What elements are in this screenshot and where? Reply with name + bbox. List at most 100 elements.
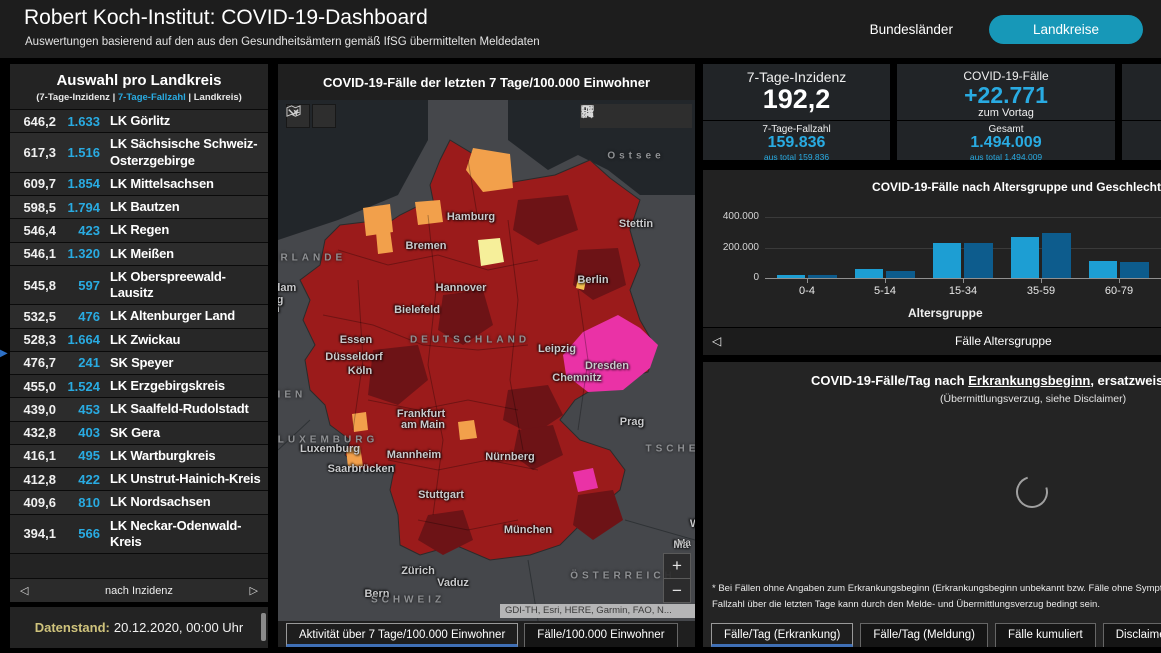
landkreis-row[interactable]: 455,0 1.524 LK Erzgebirgskreis [10,375,268,399]
landkreis-name: LK Neckar-Odenwald-Kreis [110,517,242,549]
age-chart-plot: 400.000 200.000 0 0-4 5-14 15-34 35-59 60-79 [703,170,1161,328]
daily-tab[interactable]: Fälle/Tag (Erkrankung) [711,623,854,647]
map-canvas[interactable]: Hamburg Stettin Bremen Berlin Hannover Bielef… [278,100,695,621]
landkreis-name: LK Unstrut-Hainich-Kreis [110,471,261,486]
landkreis-row[interactable]: 432,8 403 SK Gera [10,421,268,445]
landkreis-row[interactable]: 609,7 1.854 LK Mittelsachsen [10,172,268,196]
age-bar[interactable] [886,271,915,278]
landkreis-incidence: 412,8 [23,471,56,487]
panel-expander-icon[interactable]: ▶ [0,348,8,359]
pager-next-icon[interactable]: ▷ [249,585,258,597]
age-bar[interactable] [808,275,837,278]
datenstand-card: Datenstand: 20.12.2020, 00:00 Uhr [10,607,268,648]
nav-bundeslaender-button[interactable]: Bundesländer [864,21,959,38]
age-bar[interactable] [1089,261,1117,278]
age-bar[interactable] [777,275,805,278]
erkrankungsbeginn-link[interactable]: Erkrankungsbeginn [968,373,1091,388]
y-tick-label: 400.000 [722,211,759,222]
landkreis-row[interactable]: 528,3 1.664 LK Zwickau [10,328,268,352]
landkreis-incidence: 416,1 [23,448,56,464]
map-tab[interactable]: Fälle/100.000 Einwohner [524,623,678,647]
landkreis-row[interactable]: 416,1 495 LK Wartburgkreis [10,444,268,468]
landkreis-row[interactable]: 545,8 597 LK Oberspreewald-Lausitz [10,265,268,306]
landkreis-cases: 1.794 [67,199,100,215]
legend-prefix: (7-Tage-Inzidenz | [36,92,118,103]
loading-spinner [1010,470,1054,514]
landkreis-name: LK Nordsachsen [110,494,211,510]
landkreis-incidence: 545,8 [23,277,56,293]
landkreis-name: LK Saalfeld-Rudolstadt [110,401,249,417]
landkreis-incidence: 439,0 [23,401,56,417]
pager-prev-icon[interactable]: ◁ [20,585,29,597]
landkreis-row[interactable]: 546,1 1.320 LK Meißen [10,242,268,266]
scrollbar-thumb[interactable] [261,613,266,641]
chevron-down-icon[interactable] [288,104,336,128]
landkreis-name: LK Oberspreewald-Lausitz [110,268,226,300]
landkreis-row[interactable]: 617,3 1.516 LK Sächsische Schweiz-Osterzge… [10,133,268,173]
map-toolbar-right [580,104,692,128]
landkreis-incidence: 476,7 [23,355,56,371]
disclaimer-line-2: Fallzahl über die letzten Tage kann durc… [712,599,1100,610]
zoom-out-button[interactable]: − [664,578,690,603]
zoom-in-button[interactable]: + [672,556,682,575]
age-bar[interactable] [1042,233,1071,278]
landkreis-cases: 403 [78,425,100,441]
layer-map-icon[interactable] [286,104,310,128]
landkreis-row[interactable]: 394,1 566 LK Neckar-Odenwald-Kreis [10,514,268,554]
landkreis-incidence: 546,4 [23,222,56,238]
landkreis-row[interactable]: 646,2 1.633 LK Görlitz [10,110,268,134]
pager-label: nach Inzidenz [105,584,173,597]
daily-tab[interactable]: Disclaimer [1102,623,1161,647]
x-tick-mark [1041,279,1042,283]
daily-panel-subtitle: (Übermittlungsverzug, siehe Disclaimer) [940,393,1127,405]
age-bar[interactable] [1120,262,1149,278]
map-zoom-control: + − [663,553,691,603]
daily-tab[interactable]: Fälle kumuliert [994,623,1096,647]
landkreis-row[interactable]: 476,7 241 SK Speyer [10,351,268,375]
landkreis-cases: 566 [78,526,100,542]
landkreis-row[interactable]: 546,4 423 LK Regen [10,219,268,243]
stat-value: 192,2 [762,84,831,114]
age-bar[interactable] [933,243,961,278]
datenstand-value: 20.12.2020, 00:00 Uhr [113,620,244,635]
landkreis-incidence: 528,3 [23,332,56,348]
age-bar[interactable] [855,269,883,278]
landkreis-incidence: 598,5 [23,199,56,215]
landkreis-panel: Auswahl pro Landkreis (7-Tage-Inzidenz |… [10,64,268,602]
landkreis-cases: 1.854 [67,176,100,192]
landkreis-row[interactable]: 412,8 422 LK Unstrut-Hainich-Kreis [10,468,268,492]
germany-choropleth-map [278,100,695,621]
age-chart-panel: COVID-19-Fälle nach Altersgruppe und Ges… [703,170,1161,355]
age-bar[interactable] [964,243,993,278]
landkreis-row[interactable]: 532,5 476 LK Altenburger Land [10,305,268,329]
page-title: Robert Koch-Institut: COVID-19-Dashboard [24,6,428,29]
x-tick-mark [885,279,886,283]
age-bar[interactable] [1011,237,1039,278]
x-category-label: 0-4 [799,285,815,297]
nav-landkreise-button[interactable]: Landkreise [988,14,1143,44]
landkreis-name: LK Altenburger Land [110,308,235,324]
map-tab[interactable]: Aktivität über 7 Tage/100.000 Einwohner [286,623,519,647]
header-nav: Bundesländer Landkreise [864,0,1143,58]
stat-subvalue: 159.836 [767,134,826,151]
age-chart-xlabel: Altersgruppe [908,306,983,320]
landkreis-cases: 495 [78,448,100,464]
daily-tab-bar: Fälle/Tag (Erkrankung) Fälle/Tag (Meldung… [711,623,1161,647]
daily-cases-panel: COVID-19-Fälle/Tag nach Erkrankungsbegin… [703,362,1161,647]
collapse-left-icon[interactable]: ◁ [712,334,722,348]
daily-title-post: , ersatzweise [1090,373,1161,388]
landkreis-row[interactable]: 409,6 810 LK Nordsachsen [10,491,268,515]
x-tick-mark [963,279,964,283]
map-scale-label: Ma [677,538,691,549]
landkreis-name: LK Meißen [110,245,174,261]
landkreis-row[interactable]: 439,0 453 LK Saalfeld-Rudolstadt [10,398,268,422]
landkreis-row[interactable]: 598,5 1.794 LK Bautzen [10,196,268,220]
landkreis-incidence: 609,7 [23,176,56,192]
landkreis-cases: 810 [78,494,100,510]
y-tick-label: 0 [753,272,759,283]
daily-tab[interactable]: Fälle/Tag (Meldung) [860,623,988,647]
landkreis-incidence: 394,1 [23,526,56,542]
landkreis-name: SK Speyer [110,354,174,370]
age-chart-tab[interactable]: Fälle Altersgruppe [955,334,1052,348]
x-tick-mark [1119,279,1120,283]
